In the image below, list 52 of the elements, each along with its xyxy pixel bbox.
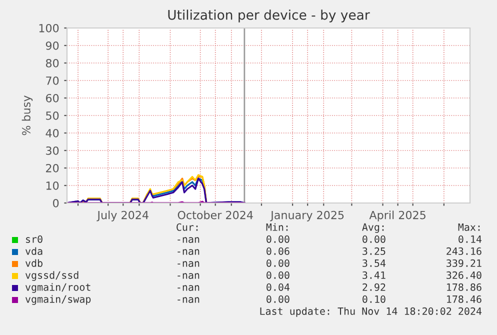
text: -nan [178, 237, 200, 243]
text: -nan [178, 297, 200, 303]
text: 178.46 [447, 295, 482, 303]
text: 0.00 [266, 235, 290, 243]
text: Avg: [362, 223, 384, 233]
x-tick-label: April 2025 [369, 210, 426, 222]
x-tick-label: January 2025 [270, 210, 344, 222]
y-tick-label: 70 [46, 76, 59, 85]
y-tick-label: 50 [46, 111, 59, 120]
text: Cur: [176, 223, 198, 231]
text: 243.16 [446, 247, 482, 255]
text: 0.04 [266, 283, 290, 291]
text: Last update: Thu Nov 14 18:20:02 2024 [260, 307, 482, 317]
text: 0.00 [266, 259, 290, 267]
legend-label: vdb [25, 259, 42, 267]
text: 3.54 [362, 259, 386, 267]
x-tick-label: July 2024 [96, 210, 148, 222]
text: 326.40 [446, 271, 482, 279]
y-axis-title: % busy [22, 96, 33, 136]
x-tick-label: October 2024 [178, 210, 253, 220]
y-tick-label: 20 [46, 164, 59, 172]
legend-label: vgmain/root [25, 283, 90, 293]
text: 3.25 [362, 247, 386, 255]
legend-label: sr0 [26, 235, 42, 243]
text: 0.00 [266, 271, 290, 279]
text: -nan [178, 249, 200, 255]
legend-label: vgssd/ssd [25, 271, 78, 281]
text: 3.41 [362, 271, 386, 279]
text: Max: [458, 223, 480, 231]
text: 0.00 [362, 235, 386, 243]
text: 0.06 [266, 247, 290, 255]
text: -nan [178, 285, 200, 291]
text: 0.14 [458, 235, 482, 243]
y-tick-label: 30 [46, 146, 59, 155]
y-tick-label: 0 [53, 198, 59, 208]
y-tick-label: 60 [46, 94, 59, 102]
text: Min: [266, 223, 288, 231]
y-tick-label: 40 [46, 128, 59, 138]
text: 0.10 [362, 295, 386, 303]
y-tick-label: 100 [39, 24, 59, 32]
legend-label: vda [25, 247, 42, 255]
text: 0.00 [266, 295, 290, 303]
y-tick-label: 80 [46, 58, 59, 68]
text: 2.92 [362, 283, 386, 291]
text: 339.21 [446, 259, 482, 267]
text: -nan [178, 261, 200, 267]
legend-label: vgmain/swap [25, 295, 91, 305]
text: -nan [178, 273, 200, 279]
y-tick-label: 10 [46, 181, 59, 190]
text: 178.86 [447, 283, 482, 291]
y-tick-label: 90 [46, 41, 59, 50]
chart-title: Utilization per device - by year [168, 10, 370, 22]
